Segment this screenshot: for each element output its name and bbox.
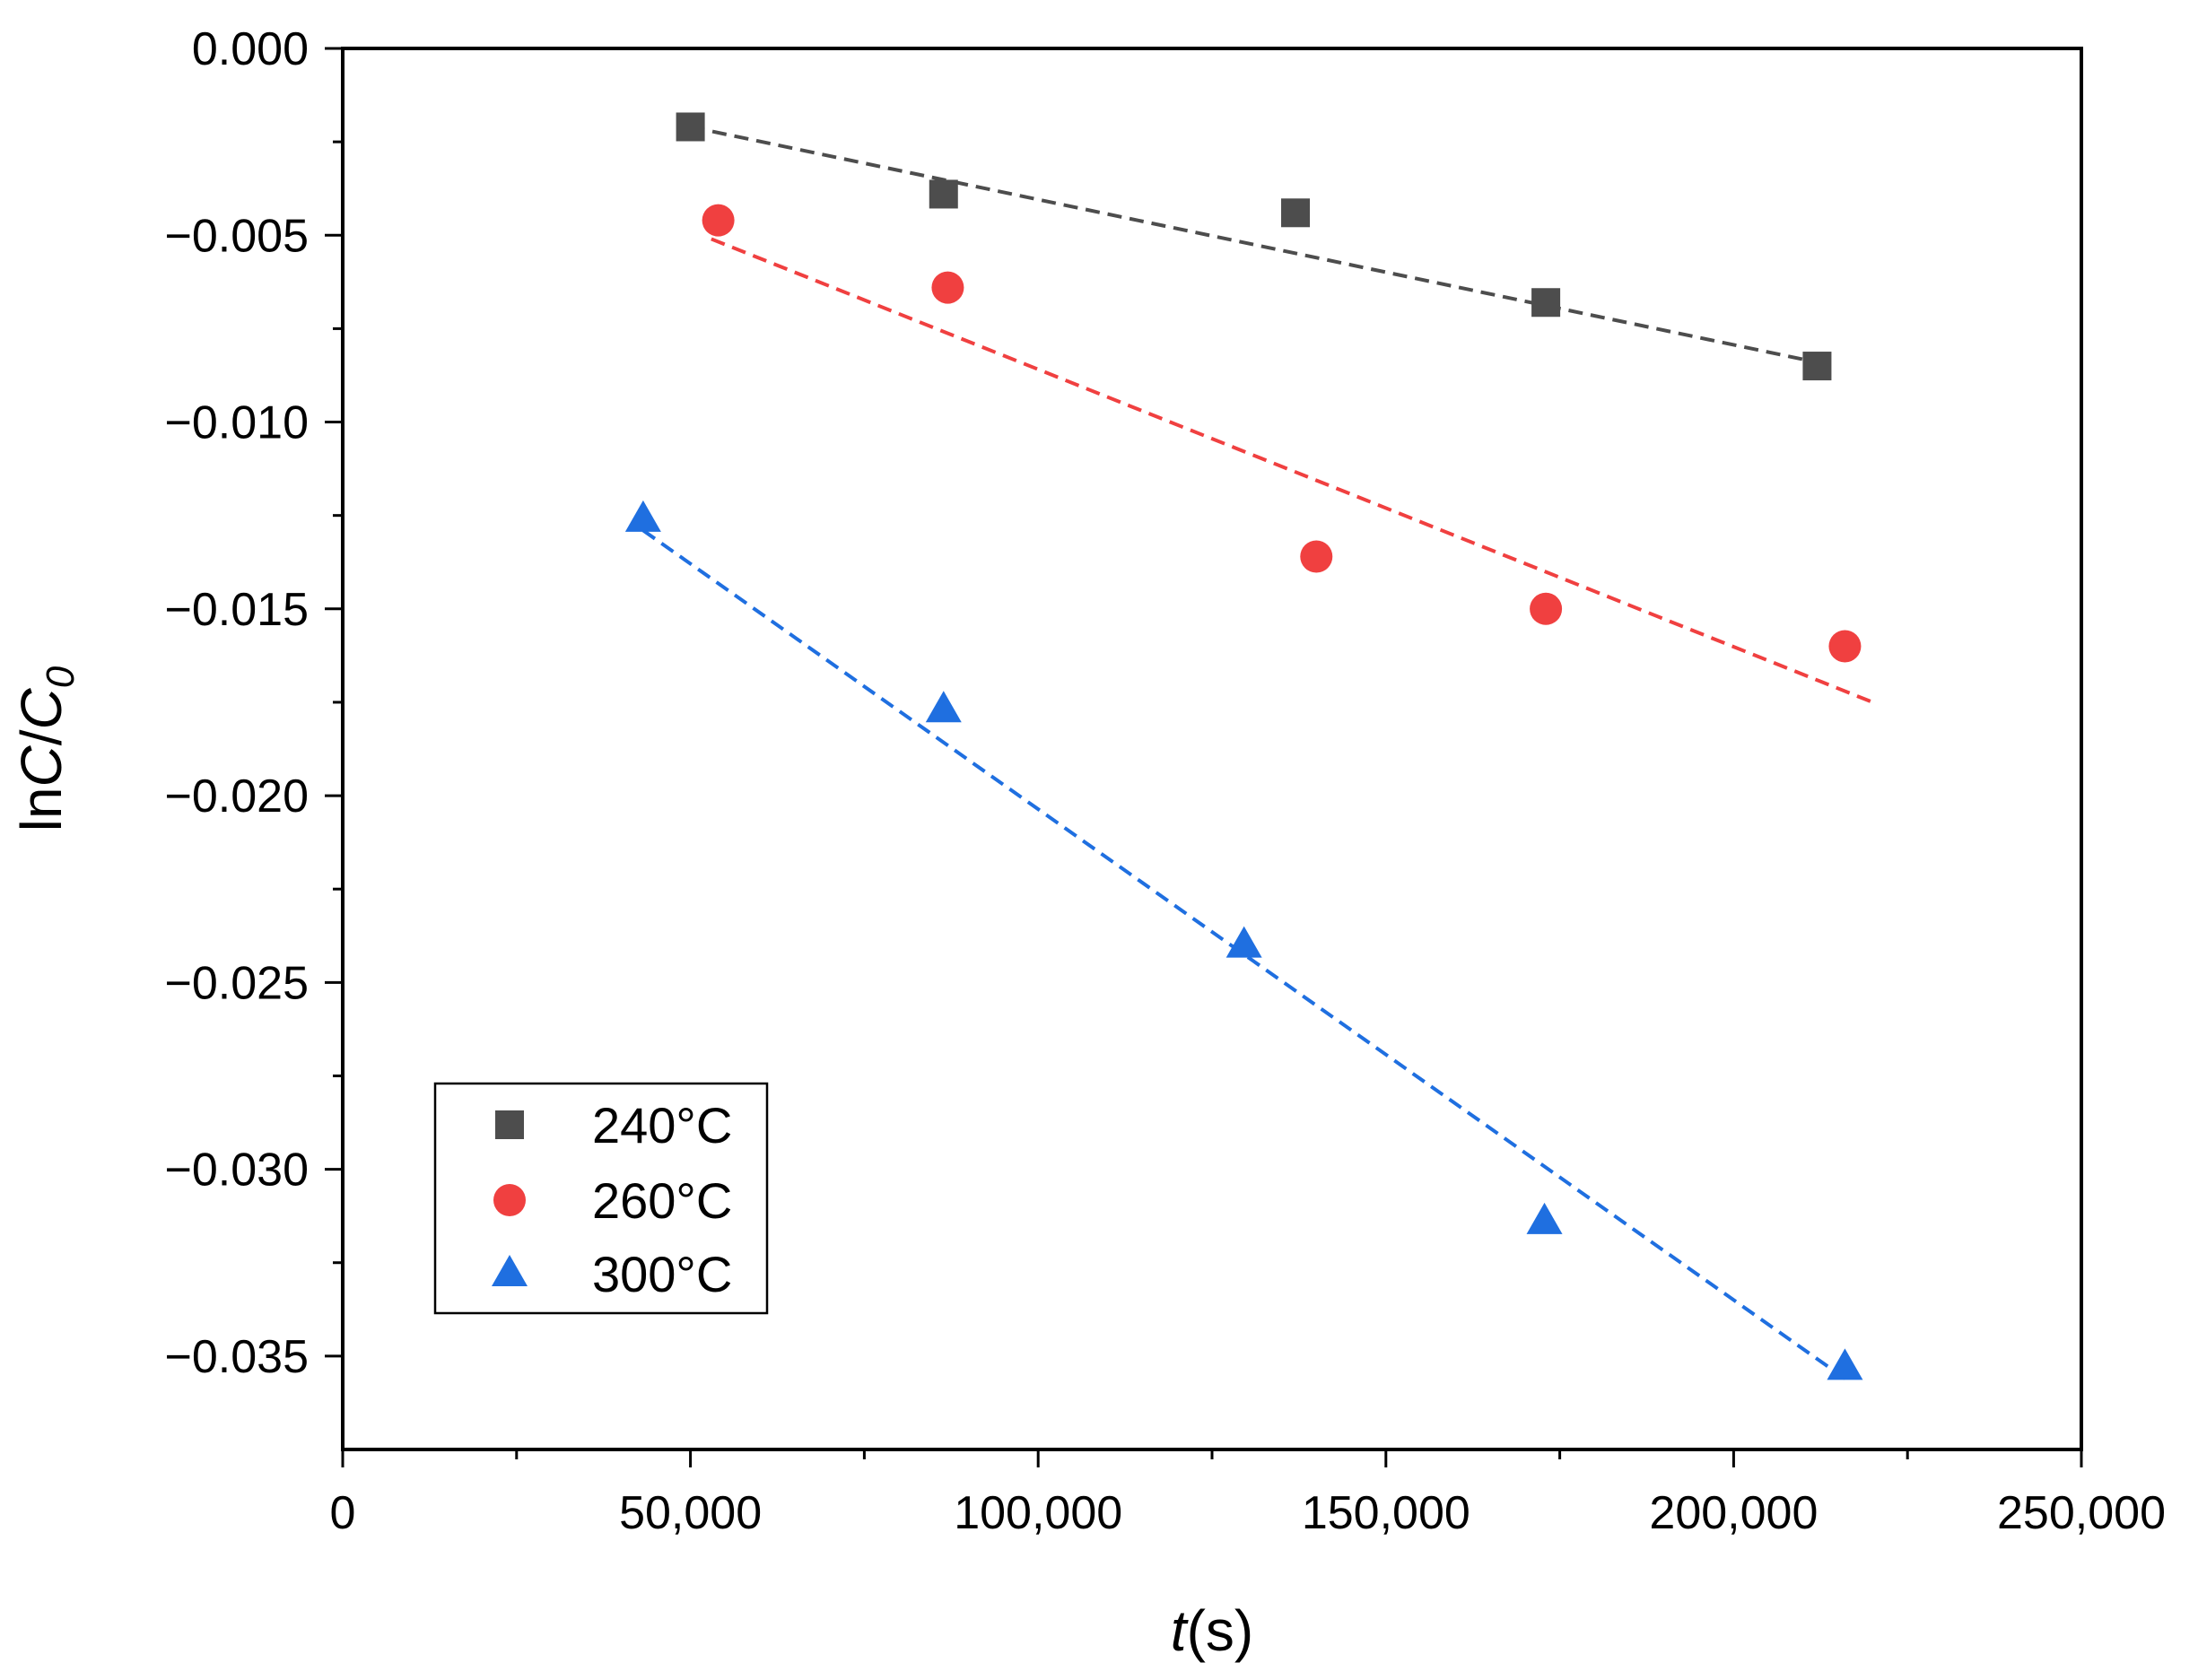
legend-marker-triangle: [492, 1255, 528, 1286]
legend-items: 240°C 260°C 300°C: [492, 1097, 732, 1302]
legend-marker-square: [495, 1110, 524, 1139]
y-tick-label: 0.000: [192, 23, 309, 75]
x-tick-label: 0: [330, 1487, 356, 1539]
data-point-circle: [1530, 592, 1563, 625]
y-axis-title: lnC/C0: [9, 666, 83, 831]
x-axis-title: t(s): [1171, 1598, 1253, 1663]
x-tick-label: 50,000: [619, 1487, 762, 1539]
legend-label: 300°C: [592, 1246, 732, 1302]
y-tick-label: −0.005: [165, 210, 310, 262]
x-tick-label: 150,000: [1302, 1487, 1470, 1539]
data-point-circle: [1300, 540, 1333, 573]
data-point-triangle: [1225, 926, 1262, 958]
data-point-triangle: [1827, 1348, 1863, 1380]
legend-label: 260°C: [592, 1172, 732, 1229]
data-point-triangle: [624, 500, 661, 532]
data-point-triangle: [925, 691, 962, 723]
data-point-square: [1802, 352, 1832, 381]
legend-box: [433, 1082, 769, 1315]
y-tick-label: −0.035: [165, 1331, 310, 1383]
legend-item-triangle: 300°C: [492, 1246, 732, 1302]
legend-item-circle: 260°C: [493, 1172, 732, 1229]
y-tick-label: −0.015: [165, 584, 310, 636]
y-tick-label: −0.025: [165, 957, 310, 1009]
plot-frame: [341, 47, 2083, 1451]
y-tick-label: −0.020: [165, 770, 310, 823]
legend-label: 240°C: [592, 1097, 732, 1153]
legend: 240°C 260°C 300°C: [433, 1082, 769, 1315]
x-tick-label: 250,000: [1997, 1487, 2166, 1539]
x-tick-label: 200,000: [1649, 1487, 1818, 1539]
data-point-circle: [1828, 630, 1862, 663]
data-point-triangle: [1526, 1202, 1563, 1234]
tick-labels: 0 50,000 100,000 150,000 200,000 250,000 0.000…: [165, 23, 2166, 1539]
fit-line-circle: [711, 237, 1874, 704]
data-point-square: [1281, 198, 1311, 228]
x-tick-label: 100,000: [954, 1487, 1122, 1539]
legend-item-square: 240°C: [495, 1097, 732, 1153]
data-point-square: [1531, 288, 1561, 318]
data-point-square: [929, 179, 958, 209]
data-point-circle: [702, 204, 735, 237]
fit-lines: [641, 125, 1874, 1380]
data-point-circle: [931, 271, 964, 304]
y-tick-label: −0.010: [165, 397, 310, 449]
data-point-square: [676, 112, 705, 142]
legend-marker-circle: [493, 1184, 526, 1216]
data-points: [624, 112, 1863, 1380]
fit-line-square: [690, 125, 1818, 364]
y-tick-label: −0.030: [165, 1145, 310, 1197]
